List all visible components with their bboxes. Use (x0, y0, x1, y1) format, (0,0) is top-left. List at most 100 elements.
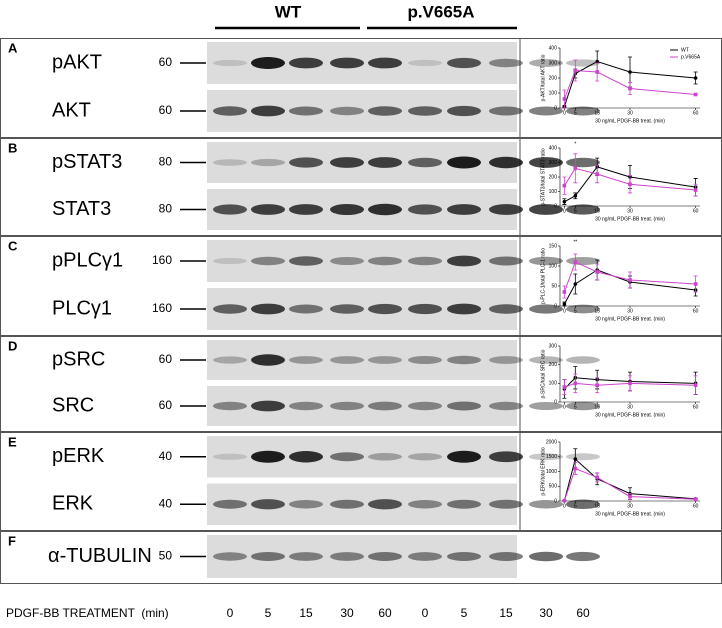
y-tick-label: 100 (549, 381, 558, 387)
point (693, 92, 698, 97)
band (368, 303, 402, 315)
legend-label: p.V665A (681, 54, 701, 60)
x-tick-label: 60 (693, 503, 699, 509)
panel-letter: B (8, 140, 17, 155)
point (595, 70, 599, 74)
x-tick-label: 0 (563, 308, 566, 314)
lane-label: 5 (461, 606, 468, 620)
band (213, 159, 247, 166)
band (408, 401, 442, 411)
band (489, 552, 523, 561)
protein-label: pSRC (52, 348, 105, 370)
y-tick-label: 100 (549, 189, 558, 195)
protein-label: PLCγ1 (52, 297, 112, 319)
x-tick-label: 30 (627, 308, 633, 314)
band (408, 303, 442, 315)
band (330, 57, 364, 69)
point (628, 278, 632, 282)
band (213, 453, 247, 460)
y-axis-label: p-STAT3/total STAT3 ratio (540, 148, 546, 206)
panel-letter: E (8, 434, 17, 449)
point (573, 260, 578, 264)
x-tick-label: 30 (627, 208, 633, 214)
band (289, 401, 323, 411)
band (251, 400, 285, 412)
band (566, 401, 600, 411)
band (289, 451, 323, 463)
band (330, 106, 364, 116)
band (408, 204, 442, 215)
band (330, 452, 364, 462)
band (408, 256, 442, 266)
footer-label: PDGF-BB TREATMENT (min) (6, 606, 169, 620)
protein-label: pSTAT3 (52, 151, 122, 173)
band (368, 157, 402, 168)
band (566, 356, 600, 364)
x-tick-label: 30 (627, 404, 633, 410)
band (447, 255, 481, 267)
band (289, 106, 323, 116)
band (251, 303, 285, 315)
point (573, 466, 578, 471)
x-tick-label: 30 (627, 503, 633, 509)
y-tick-label: 300 (549, 160, 558, 166)
band (529, 304, 563, 314)
band (489, 204, 523, 215)
lane-label: 30 (340, 606, 354, 620)
point (693, 76, 698, 80)
band (566, 304, 600, 314)
band (566, 106, 600, 116)
band (566, 551, 600, 562)
x-tick-label: 15 (594, 308, 600, 314)
band (368, 203, 402, 216)
lane-label: 15 (499, 606, 513, 620)
mw-label: 40 (159, 496, 173, 510)
band (566, 157, 600, 168)
y-tick-label: 500 (549, 484, 558, 490)
band (251, 105, 285, 117)
band (330, 401, 364, 411)
band (368, 401, 402, 411)
point (573, 282, 578, 286)
band (330, 256, 364, 266)
band (447, 156, 481, 169)
band (529, 551, 563, 562)
band (489, 304, 523, 314)
band (251, 57, 285, 69)
band (489, 256, 523, 266)
x-tick-label: 0 (563, 404, 566, 410)
x-tick-label: 15 (594, 208, 600, 214)
band (213, 401, 247, 411)
y-tick-label: 150 (549, 243, 558, 249)
band (408, 500, 442, 509)
protein-label: ERK (52, 493, 94, 515)
band (408, 157, 442, 168)
mw-label: 160 (152, 253, 172, 267)
protein-label: SRC (52, 394, 94, 416)
panel-letter: F (8, 533, 16, 548)
band (408, 106, 442, 116)
x-tick-label: 5 (574, 503, 577, 509)
x-tick-label: 60 (693, 208, 699, 214)
x-tick-label: 30 (627, 110, 633, 116)
y-tick-label: 2000 (546, 439, 557, 445)
lane-label: 0 (422, 606, 429, 620)
point (595, 270, 599, 274)
x-tick-label: 5 (574, 110, 577, 116)
band (213, 59, 247, 67)
band (529, 256, 563, 266)
band (447, 57, 481, 69)
panel-letter: A (8, 40, 18, 55)
protein-label: pAKT (52, 51, 102, 73)
band (251, 158, 285, 167)
band (251, 204, 285, 215)
lane-label: 30 (539, 606, 553, 620)
group-label: p.V665A (407, 2, 474, 21)
band (489, 356, 523, 364)
y-tick-label: 0 (554, 105, 557, 111)
x-axis-label: 30 ng/mL PDGF-BB treat. (min) (595, 511, 665, 517)
band (529, 453, 563, 461)
point (628, 182, 632, 187)
band (529, 500, 563, 509)
x-tick-label: 0 (563, 503, 566, 509)
